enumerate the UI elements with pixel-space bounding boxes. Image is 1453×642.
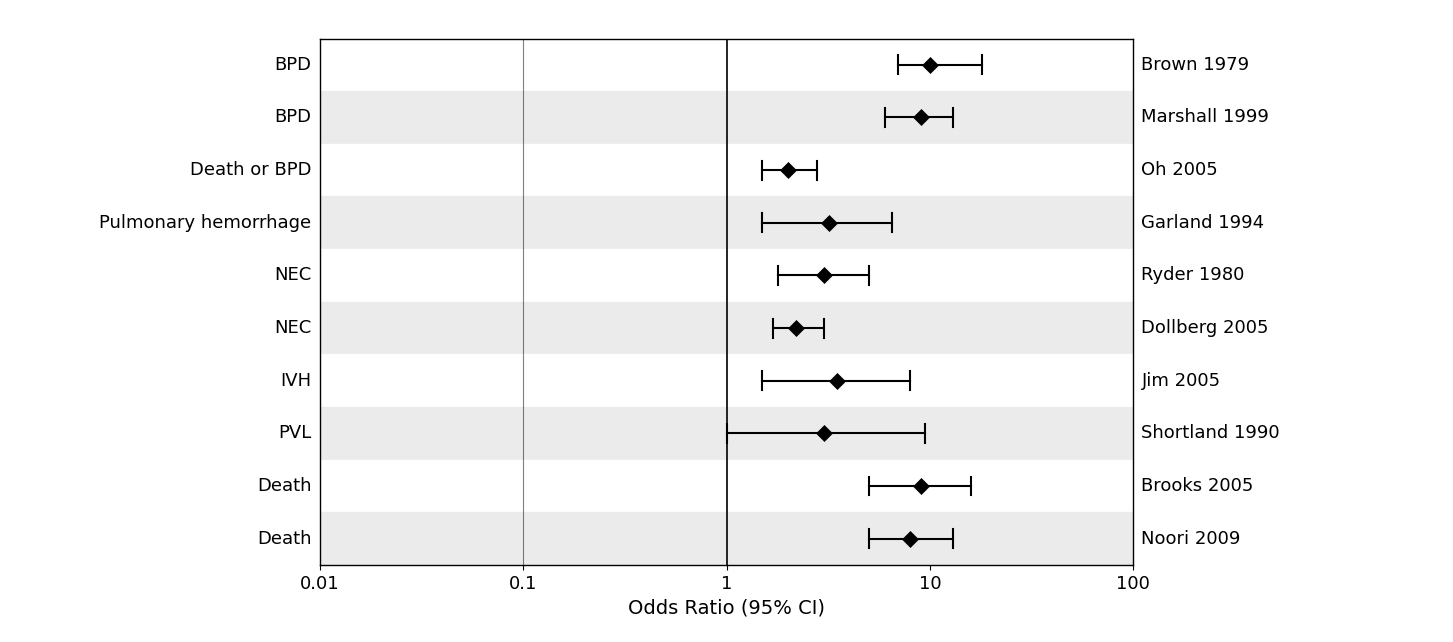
Bar — [320, 144, 1133, 196]
Bar — [320, 249, 1133, 302]
Text: Marshall 1999: Marshall 1999 — [1142, 108, 1270, 126]
Text: Death: Death — [257, 477, 311, 495]
Text: Oh 2005: Oh 2005 — [1142, 161, 1218, 179]
Text: IVH: IVH — [280, 372, 311, 390]
Text: Noori 2009: Noori 2009 — [1142, 530, 1241, 548]
Text: BPD: BPD — [275, 56, 311, 74]
Text: NEC: NEC — [275, 319, 311, 337]
Bar — [320, 196, 1133, 249]
Text: Brooks 2005: Brooks 2005 — [1142, 477, 1254, 495]
Text: Jim 2005: Jim 2005 — [1142, 372, 1221, 390]
Bar — [320, 460, 1133, 512]
Text: NEC: NEC — [275, 266, 311, 284]
Text: PVL: PVL — [279, 424, 311, 442]
X-axis label: Odds Ratio (95% CI): Odds Ratio (95% CI) — [628, 598, 825, 617]
Text: BPD: BPD — [275, 108, 311, 126]
Bar — [320, 302, 1133, 354]
Text: Death or BPD: Death or BPD — [190, 161, 311, 179]
Text: Dollberg 2005: Dollberg 2005 — [1142, 319, 1268, 337]
Text: Ryder 1980: Ryder 1980 — [1142, 266, 1245, 284]
Bar — [320, 407, 1133, 460]
Text: Pulmonary hemorrhage: Pulmonary hemorrhage — [99, 214, 311, 232]
Bar — [320, 354, 1133, 407]
Text: Shortland 1990: Shortland 1990 — [1142, 424, 1280, 442]
Bar — [320, 39, 1133, 91]
Bar — [320, 512, 1133, 565]
Text: Death: Death — [257, 530, 311, 548]
Bar — [320, 91, 1133, 144]
Text: Brown 1979: Brown 1979 — [1142, 56, 1250, 74]
Text: Garland 1994: Garland 1994 — [1142, 214, 1264, 232]
